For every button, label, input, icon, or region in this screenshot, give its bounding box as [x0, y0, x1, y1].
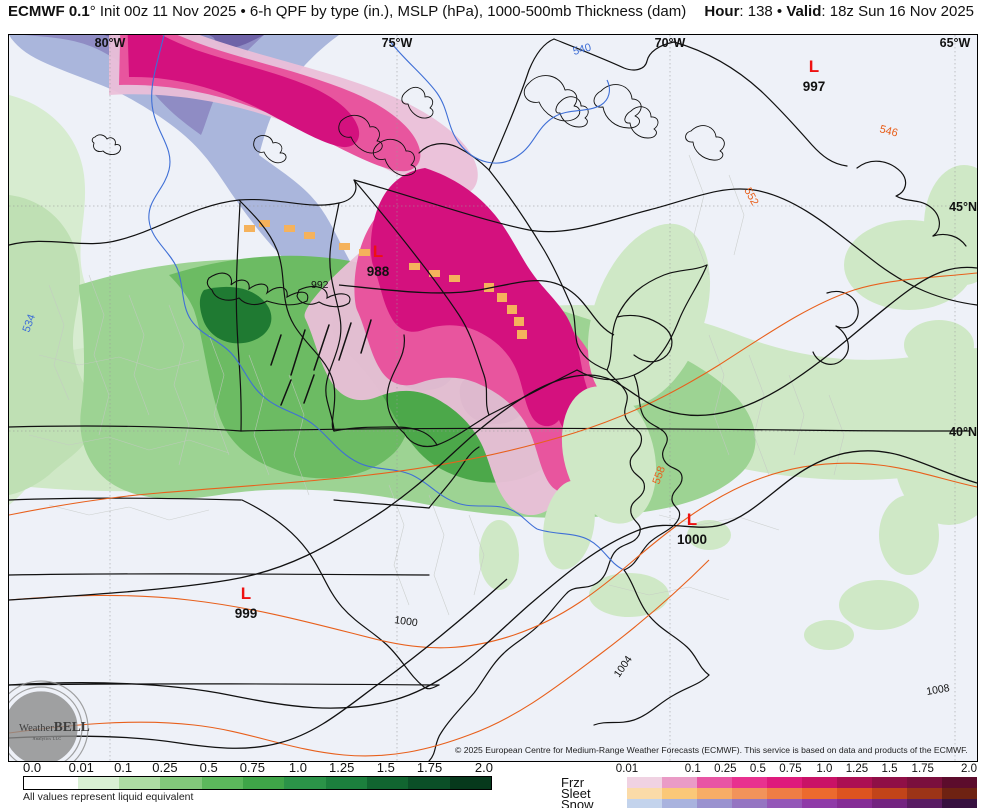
svg-text:65°W: 65°W — [940, 36, 971, 50]
svg-text:Analytics LLC: Analytics LLC — [33, 736, 62, 741]
svg-text:80°W: 80°W — [95, 36, 126, 50]
svg-text:45°N: 45°N — [949, 200, 977, 214]
svg-text:75°W: 75°W — [382, 36, 413, 50]
svg-text:L: L — [241, 584, 251, 603]
svg-text:70°W: 70°W — [655, 36, 686, 50]
svg-text:988: 988 — [367, 264, 390, 279]
svg-text:1000: 1000 — [677, 532, 707, 547]
svg-text:992: 992 — [311, 279, 329, 291]
svg-text:40°N: 40°N — [949, 425, 977, 439]
svg-text:L: L — [687, 510, 697, 529]
svg-text:© 2025 European Centre for Med: © 2025 European Centre for Medium-Range … — [455, 745, 968, 755]
svg-text:L: L — [373, 242, 383, 261]
svg-text:999: 999 — [235, 606, 258, 621]
svg-text:L: L — [809, 57, 819, 76]
svg-text:997: 997 — [803, 79, 826, 94]
